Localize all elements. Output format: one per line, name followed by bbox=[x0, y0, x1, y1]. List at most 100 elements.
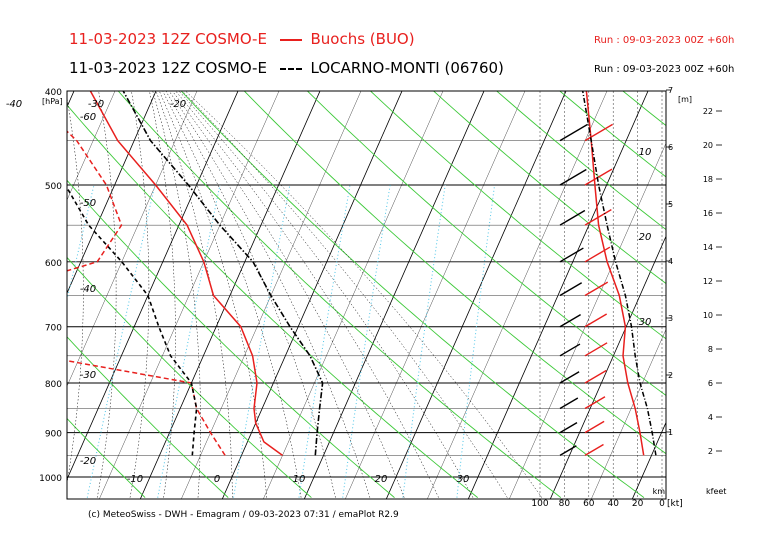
plot-frame bbox=[66, 90, 667, 500]
moist-adiabat-line bbox=[185, 91, 542, 498]
isotherm-line bbox=[549, 235, 666, 499]
height-km-label: 5 bbox=[668, 200, 673, 209]
mixing-ratio-line bbox=[298, 184, 351, 498]
wind-barb bbox=[584, 443, 604, 456]
isotherm-line bbox=[467, 91, 649, 499]
wind-barb bbox=[559, 343, 581, 357]
moist-adiabat-line bbox=[152, 91, 201, 498]
mixing-ratio-line bbox=[342, 184, 391, 498]
height-km-label: 4 bbox=[668, 257, 673, 266]
wind-barb bbox=[559, 168, 587, 186]
wind-tick-label: 0 bbox=[659, 499, 665, 509]
kfeet-tick-label: 16 bbox=[703, 209, 713, 218]
dry-adiabat-line bbox=[67, 336, 229, 498]
mixing-ratio-line bbox=[233, 184, 291, 498]
moist-adiabat-line bbox=[129, 91, 150, 498]
wind-barb bbox=[584, 420, 605, 434]
wind-barb bbox=[584, 168, 613, 186]
wind-barb bbox=[559, 422, 578, 434]
pressure-tick-label: 900 bbox=[45, 430, 62, 440]
isotherm-line bbox=[631, 421, 666, 499]
dry-adiabat-line bbox=[117, 91, 562, 498]
buochs-wind-speed-line bbox=[585, 91, 645, 456]
red-line-legend-icon bbox=[279, 38, 302, 41]
dry-adiabat-line bbox=[243, 91, 666, 455]
dry-adiabat-line bbox=[180, 91, 645, 498]
wind-barb bbox=[584, 246, 611, 263]
isotherm-line bbox=[509, 142, 666, 499]
isotherm-line bbox=[263, 91, 444, 499]
dry-adiabat-line bbox=[67, 417, 146, 498]
kfeet-tick-label: 10 bbox=[703, 311, 713, 320]
isotherm-line bbox=[67, 91, 116, 201]
temperature-tick-label: -10 bbox=[127, 474, 143, 485]
wind-tick-label: 80 bbox=[559, 499, 571, 509]
kfeet-tick-label: 18 bbox=[703, 175, 713, 184]
buochs-temperature-line bbox=[89, 91, 283, 457]
isotherm-line bbox=[99, 91, 280, 499]
isotherm-line bbox=[303, 91, 485, 499]
temperature-top-label: -20 bbox=[170, 99, 186, 110]
moist-adiabat-line bbox=[96, 91, 117, 498]
mixing-ratio-line bbox=[157, 184, 221, 498]
temperature-tick-label: 10 bbox=[293, 474, 306, 485]
temperature-left-label: -60 bbox=[80, 112, 96, 123]
wind-barb bbox=[584, 313, 608, 328]
model-run-label-locarno: 11-03-2023 12Z COSMO-E bbox=[69, 59, 267, 77]
temperature-top-label: -30 bbox=[88, 99, 104, 110]
mixing-ratio-line bbox=[86, 184, 156, 498]
locarno-dewpoint-line bbox=[67, 186, 198, 456]
buochs-dewpoint-line bbox=[67, 130, 226, 456]
dashdot-line-legend-icon bbox=[279, 67, 302, 70]
isotherm-line bbox=[0, 69, 43, 517]
mixing-ratio-line bbox=[456, 184, 496, 498]
isotherm-line bbox=[67, 91, 198, 387]
height-km-label: 2 bbox=[668, 371, 673, 380]
wind-barb bbox=[559, 247, 584, 263]
mixing-ratio-label: 30 bbox=[639, 317, 652, 328]
moist-adiabat-line bbox=[149, 91, 176, 498]
wind-barb bbox=[560, 91, 562, 92]
wind-barb bbox=[584, 369, 607, 384]
temperature-left-label: -20 bbox=[80, 456, 96, 467]
isotherm-line bbox=[67, 91, 75, 108]
dry-adiabat-line bbox=[559, 91, 666, 178]
height-km-label: 7 bbox=[668, 86, 673, 95]
isotherm-line bbox=[221, 91, 403, 499]
wind-tick-label: 100 bbox=[531, 499, 548, 509]
title-buochs: 11-03-2023 12Z COSMO-E Buochs (BUO) bbox=[69, 30, 415, 48]
pressure-tick-label: 600 bbox=[45, 259, 62, 269]
run-info-buochs: Run : 09-03-2023 00Z +60h bbox=[594, 35, 735, 46]
isotherm-line bbox=[427, 91, 608, 499]
wind-barb bbox=[584, 342, 608, 357]
dry-adiabat-line bbox=[496, 91, 666, 231]
wind-tick-label: 40 bbox=[607, 499, 619, 509]
kfeet-tick-label: 22 bbox=[703, 107, 713, 116]
moist-adiabat-line bbox=[159, 91, 267, 498]
moist-adiabat-line bbox=[165, 91, 336, 498]
run-info-locarno: Run : 09-03-2023 00Z +60h bbox=[594, 64, 735, 75]
temperature-left-label: -50 bbox=[80, 198, 96, 209]
pressure-axis-label: [hPa] bbox=[42, 97, 63, 106]
isotherm-line bbox=[0, 69, 2, 517]
isotherm-line bbox=[665, 69, 766, 517]
wind-barb bbox=[559, 397, 579, 410]
kfeet-tick-label: 12 bbox=[703, 277, 713, 286]
mixing-ratio-label: 10 bbox=[639, 147, 652, 158]
wind-unit-label: [kt] bbox=[667, 499, 683, 509]
moist-adiabat-line bbox=[168, 91, 371, 498]
wind-tick-label: 20 bbox=[632, 499, 644, 509]
height-km-label: 6 bbox=[668, 143, 673, 152]
temperature-tick-label: 20 bbox=[375, 474, 388, 485]
kfeet-tick-label: 6 bbox=[708, 379, 713, 388]
moist-adiabat-line bbox=[172, 91, 405, 498]
pressure-tick-label: 1000 bbox=[39, 474, 62, 484]
kfeet-tick-label: 20 bbox=[703, 141, 713, 150]
wind-barb bbox=[559, 123, 588, 142]
temperature-top-label: -40 bbox=[6, 99, 22, 110]
dry-adiabat-line bbox=[67, 179, 395, 498]
wind-barb bbox=[584, 123, 613, 142]
pressure-tick-label: 500 bbox=[45, 182, 62, 192]
temperature-left-label: -30 bbox=[80, 370, 96, 381]
wind-barb bbox=[559, 209, 586, 226]
